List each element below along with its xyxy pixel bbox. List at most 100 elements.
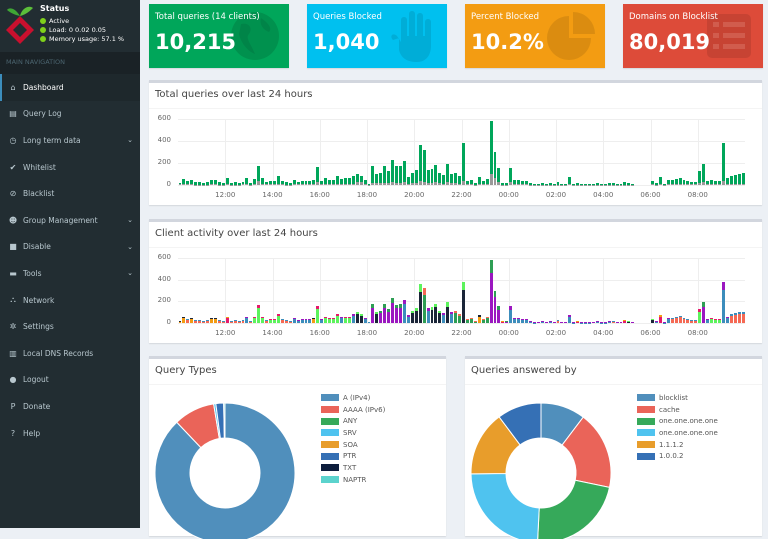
sidebar-item-dashboard[interactable]: ⌂Dashboard: [0, 74, 140, 101]
bar-client-main[interactable]: [718, 320, 721, 323]
bar-client-main[interactable]: [710, 319, 713, 323]
bar-client-main[interactable]: [198, 321, 201, 323]
bar-blocked[interactable]: [568, 184, 571, 185]
bar-client-main[interactable]: [249, 321, 252, 323]
bar-client-main[interactable]: [450, 314, 453, 323]
bar-blocked[interactable]: [253, 184, 256, 185]
bar-client-main[interactable]: [186, 320, 189, 323]
bar-client-other[interactable]: [285, 320, 288, 321]
bar-blocked[interactable]: [415, 183, 418, 185]
bar-blocked[interactable]: [399, 183, 402, 185]
legend-item[interactable]: 1.1.1.2: [637, 439, 718, 451]
bar-client-other[interactable]: [265, 320, 268, 321]
bar-client-main[interactable]: [442, 315, 445, 323]
sidebar-item-logout[interactable]: ●Logout: [0, 367, 140, 394]
bar-client-main[interactable]: [627, 322, 630, 323]
bar-client-other[interactable]: [198, 320, 201, 321]
bar-blocked[interactable]: [403, 182, 406, 185]
bar-client-main[interactable]: [285, 321, 288, 323]
bar-client-other[interactable]: [478, 315, 481, 317]
bar-blocked[interactable]: [364, 184, 367, 185]
bar-blocked[interactable]: [742, 184, 745, 185]
sidebar-item-blacklist[interactable]: ⊘Blacklist: [0, 180, 140, 207]
bar-client-main[interactable]: [281, 320, 284, 323]
sidebar-item-tools[interactable]: ▬Tools⌄: [0, 260, 140, 287]
bar-blocked[interactable]: [242, 184, 245, 185]
bar-client-main[interactable]: [454, 313, 457, 323]
bar-client-main[interactable]: [324, 318, 327, 323]
sidebar-item-query-log[interactable]: ▤Query Log: [0, 101, 140, 128]
bar-client-other[interactable]: [438, 311, 441, 313]
bar-client-main[interactable]: [541, 322, 544, 323]
bar-blocked[interactable]: [458, 184, 461, 185]
bar-client-other[interactable]: [698, 309, 701, 312]
bar-blocked[interactable]: [671, 184, 674, 185]
bar-client-main[interactable]: [368, 322, 371, 323]
bar-client-other[interactable]: [293, 318, 296, 319]
bar-client-other[interactable]: [308, 319, 311, 320]
bar-client-other[interactable]: [683, 318, 686, 319]
bar-client-other[interactable]: [261, 317, 264, 318]
bar-client-main[interactable]: [490, 273, 493, 323]
bar-blocked[interactable]: [486, 184, 489, 185]
bar-blocked[interactable]: [462, 181, 465, 185]
bar-client-other[interactable]: [411, 311, 414, 313]
bar-blocked[interactable]: [478, 184, 481, 185]
bar-client-other[interactable]: [710, 318, 713, 319]
bar-blocked[interactable]: [651, 184, 654, 185]
bar-client-main[interactable]: [395, 308, 398, 323]
legend-item[interactable]: PTR: [321, 450, 385, 462]
bar-client-main[interactable]: [261, 318, 264, 323]
bar-client-other[interactable]: [399, 304, 402, 308]
bar-blocked[interactable]: [265, 184, 268, 185]
bar-blocked[interactable]: [340, 184, 343, 185]
bar-client-main[interactable]: [620, 322, 623, 323]
bar-blocked[interactable]: [190, 184, 193, 185]
bar-blocked[interactable]: [407, 184, 410, 185]
bar-client-other[interactable]: [391, 298, 394, 303]
slice-one-one-one-one[interactable]: [537, 480, 609, 539]
bar-client-other[interactable]: [690, 320, 693, 321]
bar-blocked[interactable]: [714, 184, 717, 185]
bar-blocked[interactable]: [525, 184, 528, 185]
bar-client-main[interactable]: [722, 290, 725, 323]
bar-client-main[interactable]: [411, 313, 414, 323]
bar-client-other[interactable]: [277, 314, 280, 316]
legend-item[interactable]: blocklist: [637, 392, 718, 404]
bar-blocked[interactable]: [442, 184, 445, 185]
bar-client-other[interactable]: [738, 312, 741, 314]
bar-client-main[interactable]: [474, 321, 477, 323]
bar-client-main[interactable]: [305, 320, 308, 323]
bar-client-other[interactable]: [486, 317, 489, 318]
bar-client-other[interactable]: [395, 305, 398, 309]
bar-client-main[interactable]: [659, 317, 662, 324]
bar-client-other[interactable]: [714, 319, 717, 320]
bar-client-main[interactable]: [419, 292, 422, 323]
bar-client-other[interactable]: [423, 288, 426, 295]
bar-permitted[interactable]: [423, 150, 426, 185]
bar-client-other[interactable]: [328, 318, 331, 319]
bar-client-main[interactable]: [423, 295, 426, 323]
bar-permitted[interactable]: [391, 160, 394, 185]
bar-blocked[interactable]: [419, 181, 422, 185]
bar-client-main[interactable]: [517, 319, 520, 323]
bar-client-main[interactable]: [623, 321, 626, 323]
bar-blocked[interactable]: [450, 183, 453, 185]
bar-client-main[interactable]: [277, 316, 280, 323]
bar-blocked[interactable]: [257, 181, 260, 185]
bar-blocked[interactable]: [297, 184, 300, 185]
bar-blocked[interactable]: [332, 184, 335, 185]
bar-client-main[interactable]: [336, 316, 339, 323]
bar-blocked[interactable]: [360, 182, 363, 185]
bar-client-main[interactable]: [667, 319, 670, 323]
bar-blocked[interactable]: [293, 184, 296, 185]
bar-client-other[interactable]: [557, 320, 560, 321]
bar-blocked[interactable]: [226, 184, 229, 185]
bar-client-main[interactable]: [501, 321, 504, 323]
bar-blocked[interactable]: [395, 183, 398, 185]
bar-client-other[interactable]: [675, 317, 678, 318]
bar-client-other[interactable]: [730, 314, 733, 316]
legend-item[interactable]: 1.0.0.2: [637, 450, 718, 462]
bar-client-other[interactable]: [706, 319, 709, 320]
